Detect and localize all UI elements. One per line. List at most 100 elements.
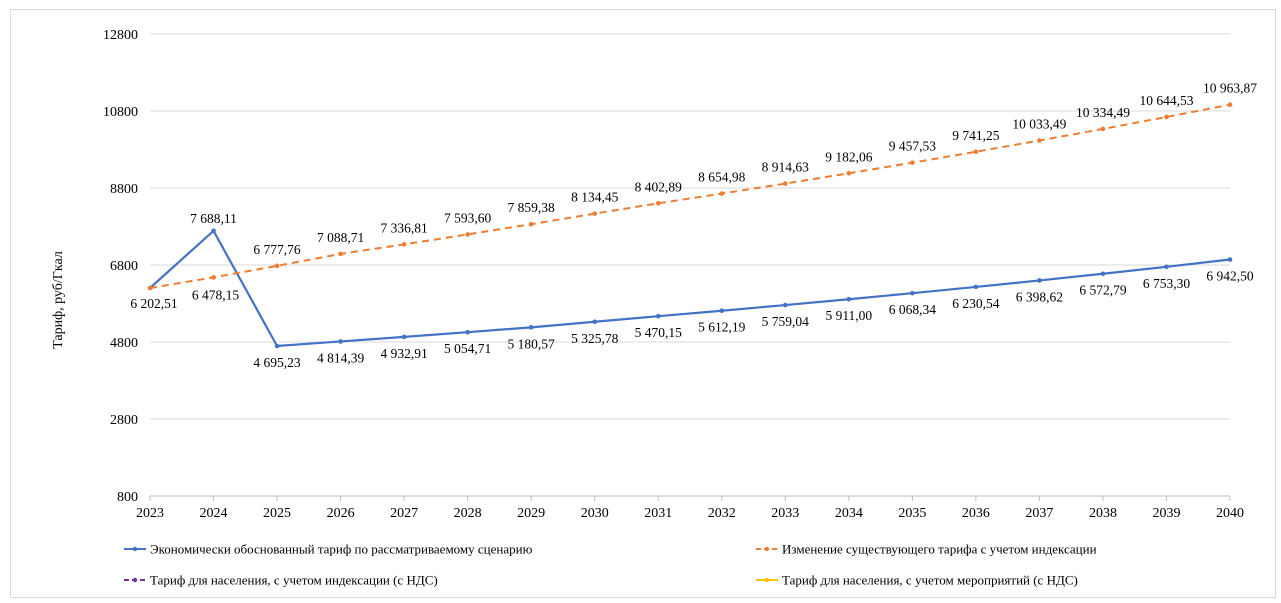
data-label: 6 572,79 <box>1079 283 1127 298</box>
y-tick-label: 10800 <box>103 105 138 120</box>
x-tick-label: 2023 <box>136 506 164 521</box>
data-label: 9 457,53 <box>889 139 937 154</box>
data-label: 4 814,39 <box>317 350 365 365</box>
data-point <box>719 308 725 314</box>
data-point <box>211 228 216 234</box>
data-label: 7 593,60 <box>444 210 492 225</box>
data-point <box>528 221 534 227</box>
x-tick-label: 2039 <box>1152 506 1180 521</box>
legend-label: Тариф для населения, с учетом мероприяти… <box>782 573 1078 588</box>
data-point <box>1227 257 1233 262</box>
data-point <box>401 334 407 340</box>
data-label: 10 644,53 <box>1139 93 1193 108</box>
data-label: 5 180,57 <box>508 336 556 351</box>
x-tick-label: 2029 <box>517 506 545 521</box>
data-point <box>655 313 661 319</box>
x-tick-label: 2032 <box>708 506 736 521</box>
data-label: 5 470,15 <box>635 325 683 340</box>
data-label: 7 088,71 <box>317 230 364 245</box>
legend-label: Тариф для населения, с учетом индексации… <box>150 573 438 588</box>
data-label: 6 942,50 <box>1206 269 1254 284</box>
legend-marker <box>764 577 770 583</box>
data-point <box>1100 126 1106 132</box>
data-point <box>465 232 470 237</box>
data-point <box>782 181 788 186</box>
data-label: 6 478,15 <box>192 287 240 302</box>
data-label: 4 695,23 <box>253 355 301 370</box>
x-tick-label: 2036 <box>962 506 990 521</box>
x-tick-label: 2034 <box>835 506 863 521</box>
x-tick-label: 2038 <box>1089 506 1117 521</box>
x-axis-ticks: 2023 2024 2025 2026 2027 2028 2029 2030 2031 2032… <box>136 496 1244 521</box>
legend-item-1: Изменение существующего тарифа с учетом … <box>756 542 1097 557</box>
legend-marker <box>764 546 770 552</box>
data-point <box>846 296 852 302</box>
x-tick-label: 2031 <box>644 506 672 521</box>
data-point <box>1037 278 1042 283</box>
data-labels: 6 202,51 7 688,11 4 695,23 4 814,39 4 932,91… <box>130 81 1257 370</box>
data-label: 8 654,98 <box>698 170 746 185</box>
data-point <box>528 325 534 330</box>
data-label: 6 230,54 <box>952 296 1000 311</box>
data-label: 5 911,00 <box>825 308 872 323</box>
data-point <box>211 275 216 280</box>
data-point <box>910 160 915 165</box>
data-point <box>274 343 280 349</box>
series-line-1 <box>149 103 1231 289</box>
data-point <box>1100 271 1106 277</box>
series-lines <box>147 102 1233 349</box>
grid-lines <box>150 33 1230 497</box>
legend-marker <box>132 546 138 552</box>
chart-frame <box>10 9 1276 598</box>
x-tick-label: 2027 <box>390 506 418 521</box>
x-tick-label: 2035 <box>898 506 926 521</box>
data-point <box>846 170 852 176</box>
data-label: 6 202,51 <box>130 296 177 311</box>
x-tick-label: 2024 <box>200 506 228 521</box>
data-label: 7 688,11 <box>190 211 237 226</box>
y-axis-ticks: 800 2800 4800 6800 8800 10800 12800 <box>103 28 138 505</box>
data-label: 6 068,34 <box>889 302 937 317</box>
data-label: 6 398,62 <box>1016 289 1063 304</box>
x-tick-label: 2040 <box>1216 506 1244 521</box>
data-point <box>401 242 407 247</box>
y-tick-label: 4800 <box>110 336 138 351</box>
x-tick-label: 2028 <box>454 506 482 521</box>
data-point <box>338 251 343 257</box>
data-point <box>1164 264 1169 270</box>
data-label: 8 134,45 <box>571 190 619 205</box>
data-label: 7 859,38 <box>508 200 556 215</box>
x-tick-label: 2037 <box>1025 506 1053 521</box>
data-label: 8 914,63 <box>762 160 810 175</box>
y-tick-label: 2800 <box>110 413 138 428</box>
data-label: 8 402,89 <box>635 179 683 194</box>
y-tick-label: 6800 <box>110 259 138 274</box>
data-label: 6 777,76 <box>253 242 301 257</box>
data-point <box>1037 138 1042 143</box>
legend: Экономически обоснованный тариф по рассм… <box>124 542 1097 588</box>
series-line-0 <box>149 229 1231 348</box>
data-label: 5 759,04 <box>762 314 810 329</box>
data-point <box>973 284 979 290</box>
legend-label: Изменение существующего тарифа с учетом … <box>782 542 1097 557</box>
legend-marker <box>132 577 138 583</box>
legend-item-3: Тариф для населения, с учетом мероприяти… <box>756 573 1078 588</box>
data-point <box>274 263 280 269</box>
data-point <box>782 302 788 308</box>
data-label: 9 741,25 <box>952 128 1000 143</box>
legend-item-0: Экономически обоснованный тариф по рассм… <box>124 542 533 557</box>
x-tick-label: 2033 <box>771 506 799 521</box>
data-label: 10 334,49 <box>1076 105 1130 120</box>
data-point <box>338 339 343 344</box>
data-label: 5 612,19 <box>698 320 746 335</box>
legend-item-2: Тариф для населения, с учетом индексации… <box>124 573 438 588</box>
data-point <box>592 211 598 216</box>
data-point <box>1164 114 1169 120</box>
data-point <box>719 191 725 196</box>
y-tick-label: 8800 <box>110 182 138 197</box>
data-point <box>655 200 661 206</box>
data-point <box>465 329 470 335</box>
data-point <box>910 290 915 296</box>
x-tick-label: 2025 <box>263 506 291 521</box>
